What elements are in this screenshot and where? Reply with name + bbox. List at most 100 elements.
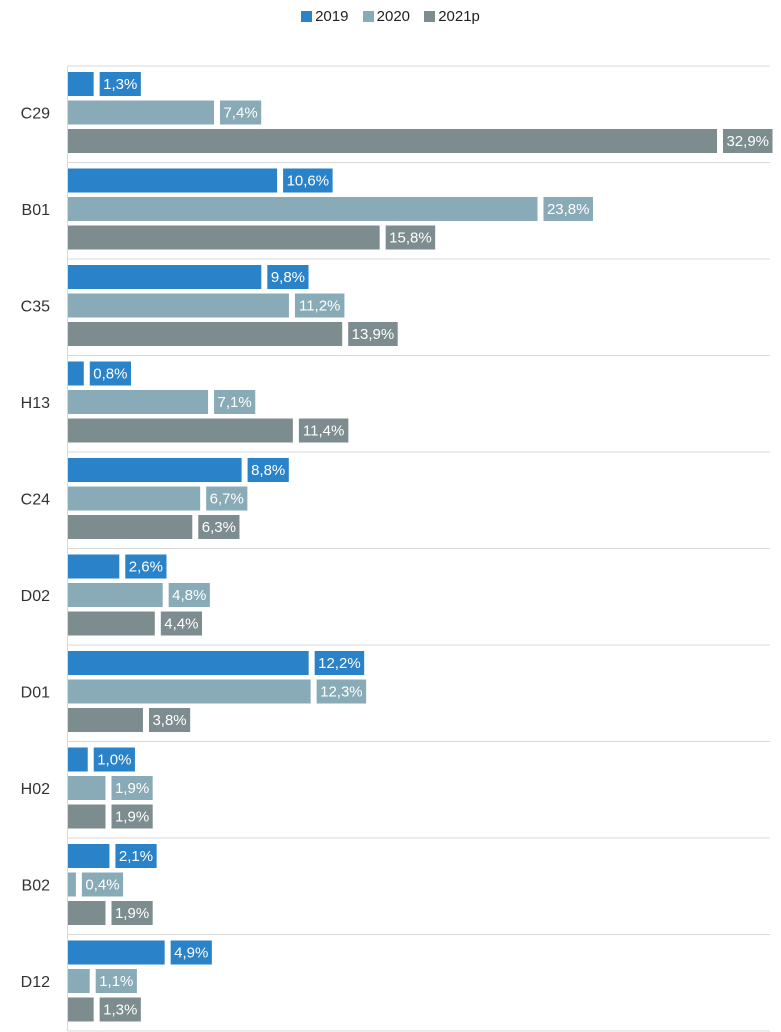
data-label: 1,3% [103,76,137,93]
data-label: 10,6% [287,172,330,189]
data-label: 13,9% [352,326,395,343]
data-label: 1,9% [115,905,149,922]
data-label-box [93,747,135,772]
data-label-box [89,361,131,386]
data-label: 1,1% [99,973,133,990]
bar-2019 [68,265,262,289]
data-label-box [314,651,365,675]
data-label: 6,7% [210,490,244,507]
data-label-box [168,583,210,607]
bar-2021p [68,418,293,443]
category-label: B01 [22,202,51,219]
data-label: 1,3% [103,1001,137,1018]
data-label-box [160,611,202,636]
category-label: D02 [21,588,50,605]
legend-swatch-2021p [424,11,436,22]
bar-2020 [68,100,214,125]
legend-item-2019: 2019 [301,8,348,25]
category-label: H13 [21,395,50,412]
data-label-box [214,390,256,414]
legend-label-2020: 2020 [376,8,411,25]
data-label: 3,8% [152,712,186,729]
data-label: 32,9% [726,133,769,150]
data-label-box [81,872,124,897]
data-label: 15,8% [389,229,432,246]
data-label: 4,4% [164,615,198,632]
category-label: D01 [21,684,50,701]
data-label: 4,9% [174,944,208,961]
bar-2021p [68,225,380,250]
bar-2020 [68,969,90,993]
data-label: 1,9% [115,808,149,825]
category-label: H02 [21,781,50,798]
data-label: 0,4% [85,876,119,893]
bar-2020 [68,872,76,897]
bar-2021p [68,322,343,346]
data-label-box [99,997,141,1022]
category-label: C24 [21,491,50,508]
data-label-box [198,515,240,539]
bar-2021p [68,515,193,539]
bar-2019 [68,554,120,579]
data-label-box [298,418,349,443]
bar-2019 [68,361,84,386]
bar-2020 [68,583,163,607]
bar-2021p [68,804,106,829]
data-label: 0,8% [93,365,127,382]
data-label: 12,2% [318,655,361,672]
bar-2019 [68,651,309,675]
bar-2021p [68,129,717,153]
data-label: 9,8% [271,269,305,286]
bar-2020 [68,679,311,704]
data-label-box [111,804,153,829]
bar-2020 [68,197,538,221]
bar-2020 [68,776,106,800]
category-label: B02 [22,877,51,894]
category-label: D12 [21,974,50,991]
data-label: 1,0% [97,751,131,768]
bar-2020 [68,486,201,511]
data-label-box [294,293,345,318]
category-label: C29 [21,105,50,122]
data-label: 23,8% [547,201,590,218]
data-label-box [219,100,262,125]
data-label-box [111,901,153,925]
data-label-box [348,322,398,346]
bar-2021p [68,611,155,636]
legend-label-2019: 2019 [315,8,349,25]
data-label-box [385,225,436,250]
bar-2020 [68,390,209,414]
data-label: 8,8% [251,462,285,479]
data-label: 2,1% [119,848,153,865]
bar-2019 [68,72,94,96]
data-label-box [543,197,593,221]
bar-2019 [68,940,165,965]
data-label: 4,8% [172,587,206,604]
data-label: 11,2% [299,297,340,314]
legend-item-2021p: 2021p [424,8,480,25]
bar-2019 [68,844,110,868]
data-label-box [125,554,167,579]
bar-2021p [68,708,143,732]
legend-swatch-2019 [301,11,313,22]
data-label: 2,6% [129,558,163,575]
data-label-box [111,776,153,800]
data-label: 7,1% [218,394,252,411]
bar-2021p [68,997,94,1022]
chart-legend: 2019 2020 2021p [0,8,781,25]
bar-2019 [68,168,278,193]
bar-2019 [68,458,242,482]
bar-2021p [68,901,106,925]
data-label-box [99,72,141,96]
data-label: 1,9% [115,780,149,797]
data-label-box [316,679,367,704]
data-label: 12,3% [320,683,363,700]
data-label-box [723,129,773,153]
data-label: 6,3% [202,519,236,536]
legend-item-2020: 2020 [362,8,411,25]
data-label-box [170,940,212,965]
data-label: 7,4% [223,104,257,121]
bar-2019 [68,747,88,772]
data-label-box [206,486,248,511]
bar-2020 [68,293,289,318]
